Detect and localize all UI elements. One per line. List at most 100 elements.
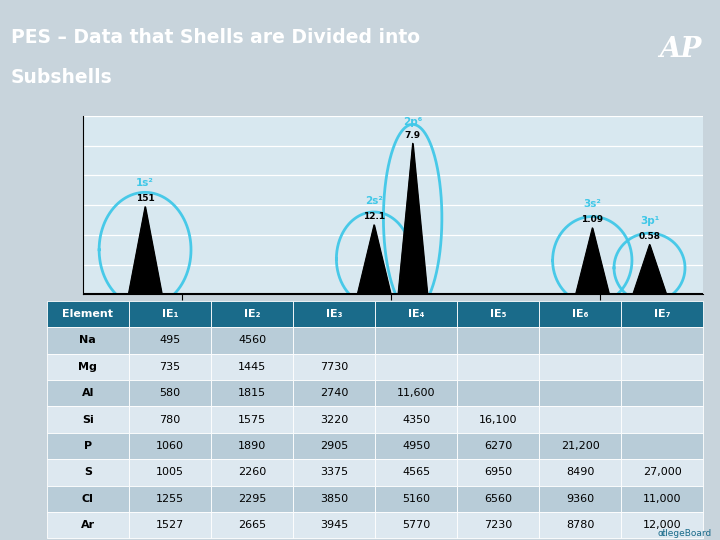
Text: 3220: 3220 — [320, 415, 348, 424]
Bar — [375, 407, 457, 433]
Bar — [457, 327, 539, 354]
Bar — [211, 485, 293, 512]
Bar — [539, 407, 621, 433]
Text: 3s²: 3s² — [583, 199, 601, 209]
Bar — [457, 485, 539, 512]
Text: 6270: 6270 — [484, 441, 513, 451]
Text: 3p¹: 3p¹ — [640, 215, 659, 226]
Bar — [539, 301, 621, 327]
Bar — [457, 301, 539, 327]
Text: 6560: 6560 — [485, 494, 512, 504]
Bar — [621, 485, 703, 512]
Bar — [211, 327, 293, 354]
Text: IE₃: IE₃ — [326, 309, 342, 319]
Text: IE₄: IE₄ — [408, 309, 424, 319]
Bar — [375, 485, 457, 512]
Bar — [539, 512, 621, 538]
Text: 1s²: 1s² — [136, 178, 154, 188]
Text: 7230: 7230 — [484, 520, 513, 530]
Bar — [47, 327, 129, 354]
Bar — [621, 433, 703, 459]
Text: 1890: 1890 — [238, 441, 266, 451]
Bar — [211, 512, 293, 538]
Text: AP: AP — [660, 37, 701, 64]
Bar — [375, 380, 457, 407]
Text: 6950: 6950 — [484, 468, 513, 477]
Bar — [375, 327, 457, 354]
Text: ollegeBoard: ollegeBoard — [657, 529, 711, 538]
Bar — [457, 380, 539, 407]
Text: 12,000: 12,000 — [643, 520, 682, 530]
Bar — [47, 380, 129, 407]
Text: IE₇: IE₇ — [654, 309, 670, 319]
Text: 8780: 8780 — [566, 520, 595, 530]
Text: 7730: 7730 — [320, 362, 348, 372]
Bar — [129, 512, 211, 538]
Text: 3850: 3850 — [320, 494, 348, 504]
Text: Mg: Mg — [78, 362, 97, 372]
Bar — [457, 459, 539, 485]
Text: 11,600: 11,600 — [397, 388, 436, 398]
Text: 1527: 1527 — [156, 520, 184, 530]
Text: 2740: 2740 — [320, 388, 348, 398]
Bar — [621, 459, 703, 485]
Text: 2260: 2260 — [238, 468, 266, 477]
Bar — [293, 327, 375, 354]
Bar — [47, 354, 129, 380]
Text: 1255: 1255 — [156, 494, 184, 504]
Bar — [621, 407, 703, 433]
Text: 5770: 5770 — [402, 520, 431, 530]
Bar — [129, 354, 211, 380]
Text: 1445: 1445 — [238, 362, 266, 372]
Bar — [457, 354, 539, 380]
Bar — [293, 459, 375, 485]
Bar — [375, 433, 457, 459]
Bar — [293, 407, 375, 433]
Bar — [129, 380, 211, 407]
Bar — [539, 354, 621, 380]
Text: 780: 780 — [159, 415, 181, 424]
Bar — [129, 433, 211, 459]
Text: IE₅: IE₅ — [490, 309, 506, 319]
Bar — [621, 380, 703, 407]
Text: PES – Data that Shells are Divided into: PES – Data that Shells are Divided into — [11, 28, 420, 47]
Text: 12.1: 12.1 — [363, 212, 385, 221]
Text: Si: Si — [82, 415, 94, 424]
Bar — [211, 433, 293, 459]
Text: 1.09: 1.09 — [581, 215, 603, 224]
Text: 3945: 3945 — [320, 520, 348, 530]
Text: 8490: 8490 — [566, 468, 595, 477]
Bar — [539, 327, 621, 354]
Bar — [129, 301, 211, 327]
Text: Ar: Ar — [81, 520, 95, 530]
Text: 21,200: 21,200 — [561, 441, 600, 451]
Text: 1005: 1005 — [156, 468, 184, 477]
Bar — [129, 485, 211, 512]
Text: 4565: 4565 — [402, 468, 431, 477]
Text: 1060: 1060 — [156, 441, 184, 451]
Bar — [375, 301, 457, 327]
Text: 1575: 1575 — [238, 415, 266, 424]
Bar — [539, 380, 621, 407]
Text: Subshells: Subshells — [11, 68, 112, 87]
Text: 11,000: 11,000 — [643, 494, 682, 504]
Text: 2905: 2905 — [320, 441, 348, 451]
Bar — [47, 512, 129, 538]
Text: 4560: 4560 — [238, 335, 266, 346]
Bar — [293, 380, 375, 407]
Bar — [375, 459, 457, 485]
Text: 2p⁶: 2p⁶ — [403, 117, 422, 127]
Text: 16,100: 16,100 — [479, 415, 518, 424]
Text: 735: 735 — [159, 362, 181, 372]
Text: 9360: 9360 — [566, 494, 595, 504]
Bar — [375, 512, 457, 538]
Bar — [129, 407, 211, 433]
Text: 2295: 2295 — [238, 494, 266, 504]
Bar — [621, 512, 703, 538]
X-axis label: Binding Energy (MJ/mol): Binding Energy (MJ/mol) — [318, 323, 469, 336]
Text: 1815: 1815 — [238, 388, 266, 398]
Bar — [375, 354, 457, 380]
Text: 580: 580 — [159, 388, 181, 398]
Bar — [211, 407, 293, 433]
Bar — [211, 459, 293, 485]
